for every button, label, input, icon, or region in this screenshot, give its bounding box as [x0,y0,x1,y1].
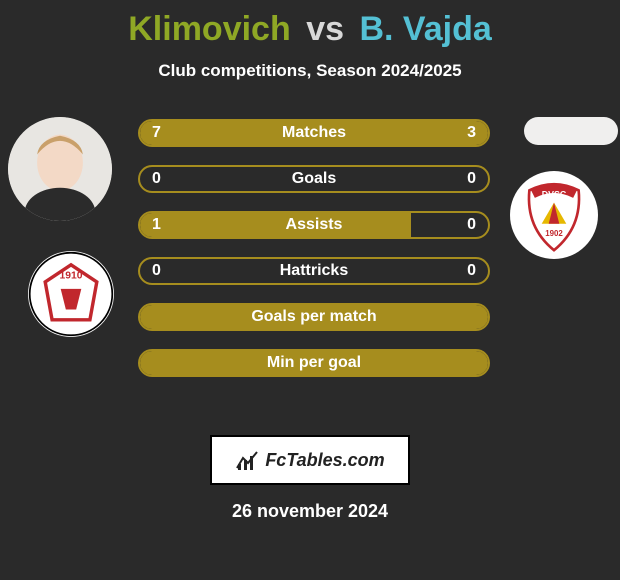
comparison-arena: 1910 DVSC 1902 7 Matches 3 0 Goals 0 [0,99,620,429]
stat-bar-hattricks: 0 Hattricks 0 [138,257,490,285]
stat-bar-mpg: Min per goal [138,349,490,377]
player2-avatar [524,117,618,145]
player1-name: Klimovich [128,10,290,48]
comparison-title: Klimovich vs B. Vajda [0,0,620,49]
brand-text: FcTables.com [265,450,384,471]
svg-text:1910: 1910 [60,271,83,282]
stat-value-right: 0 [467,170,476,188]
player1-club-crest: 1910 [28,251,114,337]
vs-text: vs [306,10,344,48]
stat-bars: 7 Matches 3 0 Goals 0 1 Assists 0 0 Hatt… [138,119,490,395]
player2-club-crest: DVSC 1902 [510,171,598,259]
dvsc-crest-icon: DVSC 1902 [510,171,598,259]
stat-label: Matches [140,124,488,142]
stat-label: Assists [140,216,488,234]
stat-bar-assists: 1 Assists 0 [138,211,490,239]
chart-icon [235,448,259,472]
stat-bar-goals: 0 Goals 0 [138,165,490,193]
stat-value-right: 0 [467,262,476,280]
stat-bar-gpm: Goals per match [138,303,490,331]
player2-name: B. Vajda [359,10,491,48]
dvtk-crest-icon: 1910 [28,251,114,337]
subtitle: Club competitions, Season 2024/2025 [0,61,620,81]
footer-date: 26 november 2024 [0,501,620,522]
stat-label: Goals [140,170,488,188]
stat-value-right: 0 [467,216,476,234]
stat-value-right: 3 [467,124,476,142]
stat-label: Min per goal [140,354,488,372]
svg-text:1902: 1902 [545,229,563,238]
brand-badge[interactable]: FcTables.com [210,435,410,485]
stat-label: Hattricks [140,262,488,280]
stat-label: Goals per match [140,308,488,326]
stat-bar-matches: 7 Matches 3 [138,119,490,147]
player1-face-icon [8,117,112,221]
svg-text:DVSC: DVSC [542,189,567,199]
player1-avatar [8,117,112,221]
